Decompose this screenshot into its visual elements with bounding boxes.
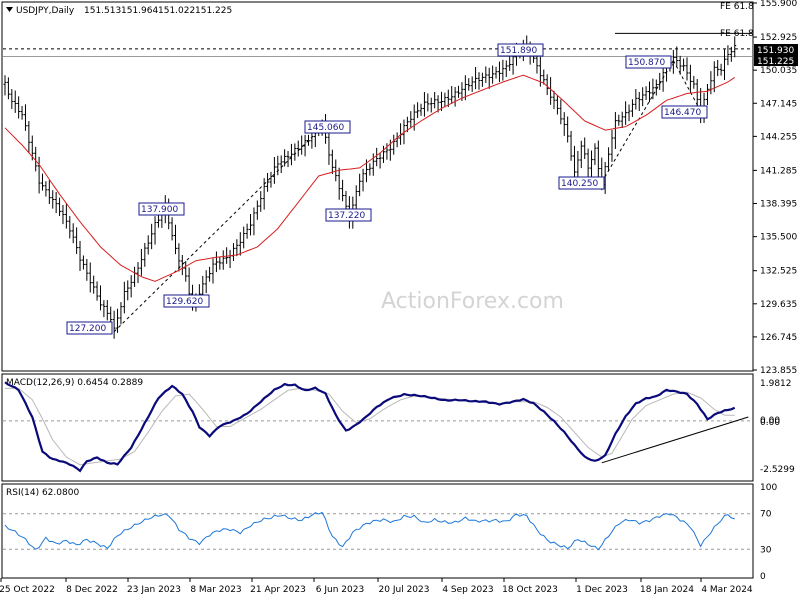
label-146-470-box xyxy=(661,105,708,119)
label-150-870: 150.870 xyxy=(628,58,665,68)
macd-signal-line xyxy=(5,387,735,466)
rsi-title: RSI(14) 62.0800 xyxy=(6,488,79,498)
rsi-y-tick-label: 30 xyxy=(760,545,772,555)
x-tick-label: 18 Oct 2023 xyxy=(502,585,558,595)
price-y-tick-label: 123.855 xyxy=(760,366,797,376)
x-tick-label: 18 Jan 2024 xyxy=(640,585,694,595)
price-y-tick-label: 129.635 xyxy=(760,300,797,310)
moving-average-line xyxy=(4,74,735,282)
label-145-060: 145.060 xyxy=(307,123,344,133)
macd-panel: MACD(12,26,9) 0.6454 0.2889 1.98120.000.… xyxy=(1,373,795,482)
label-127-200-box xyxy=(66,321,113,335)
macd-y-tick-label: 0.00 xyxy=(760,416,780,426)
label-137-900: 137.900 xyxy=(141,205,178,215)
rsi-panel: RSI(14) 62.0800 100 70 30 0 xyxy=(1,483,777,582)
fe-label-top: FE 61.8 xyxy=(720,2,754,12)
price-tag-last: 151.225 xyxy=(757,57,794,67)
rsi-y-tick-label: 100 xyxy=(760,483,777,493)
price-panel-frame xyxy=(1,1,754,372)
price-y-tick-label: 152.925 xyxy=(760,33,797,43)
x-tick-label: 6 Jun 2023 xyxy=(316,585,364,595)
price-y-tick-label: 150.035 xyxy=(760,66,797,76)
price-panel: ActionForex.com USDJPY,Daily 151.513 151… xyxy=(1,0,798,376)
label-145-060-box xyxy=(304,120,351,134)
rsi-y-axis: 100 70 30 0 xyxy=(760,483,777,582)
label-137-220: 137.220 xyxy=(328,211,365,221)
fe-label-upper: FE 61.8 xyxy=(720,29,754,39)
label-151-890: 151.890 xyxy=(500,46,537,56)
macd-y-tick-label: -2.5299 xyxy=(760,465,795,475)
macd-title: MACD(12,26,9) 0.6454 0.2889 xyxy=(6,378,143,388)
price-y-tick-label: 126.745 xyxy=(760,333,797,343)
macd-series xyxy=(4,381,749,473)
symbol-title: USDJPY,Daily xyxy=(16,6,75,16)
x-tick-label: 21 Apr 2023 xyxy=(250,585,306,595)
price-tag-last-box xyxy=(754,55,798,66)
label-146-470: 146.470 xyxy=(664,108,701,118)
rsi-line xyxy=(4,511,735,551)
price-y-tick-label: 144.255 xyxy=(760,132,797,142)
price-y-axis: 155.900 152.925 150.035 147.145 144.255 141.2… xyxy=(753,0,797,376)
price-trendline xyxy=(113,126,323,333)
ohlc-high: 151.964 xyxy=(121,6,158,16)
price-y-tick-label: 135.500 xyxy=(760,233,797,243)
label-129-620-box xyxy=(163,294,210,308)
ohlc-low: 151.022 xyxy=(158,6,195,16)
x-tick-label: 4 Mar 2024 xyxy=(701,585,753,595)
x-tick-label: 23 Jan 2023 xyxy=(127,585,181,595)
fib-extension-labels: FE 61.8 FE 61.8 xyxy=(720,2,754,39)
date-x-axis: 25 Oct 2022 8 Dec 2022 23 Jan 2023 8 Mar 20… xyxy=(0,578,753,595)
macd-y-tick-label: 0.00 xyxy=(760,418,780,428)
ohlc-close: 151.225 xyxy=(195,6,232,16)
collapse-triangle-icon[interactable] xyxy=(6,7,13,12)
watermark: ActionForex.com xyxy=(381,289,564,314)
ohlc-open: 151.513 xyxy=(84,6,121,16)
price-panel-header: USDJPY,Daily 151.513 151.964 151.022 151… xyxy=(6,6,232,16)
label-127-200: 127.200 xyxy=(69,324,106,334)
rsi-y-tick-label: 70 xyxy=(760,510,772,520)
price-y-tick-label: 141.285 xyxy=(760,166,797,176)
label-137-220-box xyxy=(325,208,372,222)
label-140-250: 140.250 xyxy=(561,179,598,189)
price-tags: 151.930 151.225 xyxy=(754,44,798,67)
x-tick-label: 20 Jul 2023 xyxy=(379,585,430,595)
macd-panel-frame xyxy=(1,373,754,482)
macd-trendline xyxy=(601,416,749,464)
rsi-grid xyxy=(3,513,752,550)
macd-y-tick-label: 1.9812 xyxy=(760,379,792,389)
price-y-tick-label: 138.395 xyxy=(760,199,797,209)
label-140-250-box xyxy=(558,176,605,190)
price-tag-high: 151.930 xyxy=(757,46,794,56)
macd-line xyxy=(4,381,736,473)
label-151-890-box xyxy=(497,43,544,57)
swing-point-labels: 127.200 129.620 137.900 145.060 137.220 151.8… xyxy=(66,43,708,335)
x-tick-label: 25 Oct 2022 xyxy=(0,585,55,595)
x-tick-label: 8 Mar 2023 xyxy=(190,585,241,595)
price-y-tick-label: 155.900 xyxy=(760,0,797,9)
price-tag-high-box xyxy=(754,44,798,55)
price-y-tick-label: 132.525 xyxy=(760,267,797,277)
price-y-tick-label: 147.145 xyxy=(760,99,797,109)
x-tick-label: 4 Sep 2023 xyxy=(442,585,493,595)
x-tick-label: 8 Dec 2022 xyxy=(66,585,118,595)
rsi-series xyxy=(4,511,735,551)
label-129-620: 129.620 xyxy=(166,297,203,307)
x-tick-label: 1 Dec 2023 xyxy=(576,585,628,595)
label-137-900-box xyxy=(138,202,185,216)
label-150-870-box xyxy=(625,55,672,69)
rsi-y-tick-label: 0 xyxy=(760,572,766,582)
